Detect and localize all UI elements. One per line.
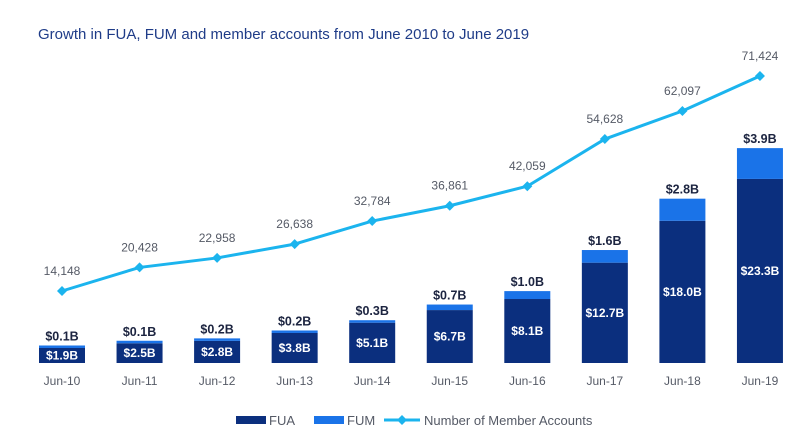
legend: FUA FUM Number of Member Accounts [236, 413, 593, 428]
member-accounts-point [522, 181, 533, 192]
legend-swatch-fum [314, 416, 344, 424]
x-tick-label: Jun-16 [509, 374, 546, 388]
member-accounts-point [57, 286, 67, 296]
x-tick-label: Jun-10 [44, 374, 81, 388]
fua-value-label: $5.1B [356, 336, 388, 350]
fum-value-label: $0.2B [200, 322, 233, 336]
bar-fum [39, 345, 85, 348]
fua-value-label: $1.9B [46, 348, 78, 362]
member-accounts-point [367, 216, 378, 227]
chart-title: Growth in FUA, FUM and member accounts f… [38, 26, 530, 43]
member-accounts-point [134, 262, 145, 273]
bar-fum [659, 198, 706, 221]
bars-layer: $1.9B $0.1B $2.5B $0.1B $2.8B $0.2B $3.8B $0.2B… [39, 132, 783, 363]
member-accounts-point [677, 106, 688, 117]
member-accounts-value-label: 62,097 [664, 84, 701, 98]
bar-fum [116, 340, 163, 344]
fum-value-label: $2.8B [666, 183, 699, 197]
fum-value-label: $0.7B [433, 289, 466, 303]
legend-swatch-member-marker [397, 415, 407, 425]
bar-fua [116, 343, 163, 363]
bar-fua [504, 299, 551, 363]
bar-fum [504, 291, 551, 300]
fum-value-label: $3.9B [743, 132, 776, 146]
member-accounts-point [599, 134, 610, 145]
legend-label-fum: FUM [347, 413, 375, 428]
x-tick-label: Jun-19 [742, 374, 779, 388]
bar-fua [426, 310, 473, 363]
bar-fum [736, 148, 783, 179]
fum-value-label: $0.1B [45, 329, 78, 343]
fua-value-label: $2.5B [124, 346, 156, 360]
fum-value-label: $0.2B [278, 314, 311, 328]
member-accounts-value-label: 54,628 [586, 112, 623, 126]
bar-fua [194, 340, 241, 363]
bar-fum [194, 338, 241, 341]
x-tick-label: Jun-12 [199, 374, 236, 388]
member-accounts-value-label: 36,861 [431, 179, 468, 193]
bar-fum [426, 304, 473, 311]
x-tick-label: Jun-13 [276, 374, 313, 388]
fua-value-label: $2.8B [201, 345, 233, 359]
bar-fua [736, 178, 783, 363]
bar-fum [581, 250, 628, 263]
member-accounts-line [61, 74, 761, 293]
bar-fua [39, 347, 85, 363]
bar-fua [581, 262, 628, 363]
fua-value-label: $8.1B [511, 324, 543, 338]
legend-label-fua: FUA [269, 413, 295, 428]
fua-value-label: $12.7B [585, 306, 624, 320]
fum-value-label: $1.0B [511, 275, 544, 289]
member-accounts-value-label: 14,148 [44, 264, 81, 278]
fua-value-label: $23.3B [741, 264, 780, 278]
bar-fua [349, 322, 396, 363]
member-accounts-value-label: 71,424 [742, 49, 779, 63]
x-tick-label: Jun-14 [354, 374, 391, 388]
member-accounts-line-layer: 14,148 20,428 22,958 26,638 32,784 36,861 42,0… [44, 49, 779, 296]
member-accounts-value-label: 32,784 [354, 194, 391, 208]
bar-fua [659, 220, 706, 363]
member-accounts-point [289, 239, 300, 250]
fua-value-label: $6.7B [434, 330, 466, 344]
member-accounts-value-label: 20,428 [121, 240, 158, 254]
member-accounts-value-label: 22,958 [199, 231, 236, 245]
x-tick-label: Jun-18 [664, 374, 701, 388]
member-accounts-point [444, 200, 455, 211]
bar-fum [271, 330, 318, 333]
x-axis: Jun-10 Jun-11 Jun-12 Jun-13 Jun-14 Jun-15 Jun-… [44, 374, 779, 388]
fum-value-label: $0.1B [123, 325, 156, 339]
x-tick-label: Jun-15 [431, 374, 468, 388]
member-accounts-point [754, 71, 765, 81]
legend-label-member-accounts: Number of Member Accounts [424, 413, 593, 428]
fum-value-label: $1.6B [588, 234, 621, 248]
fum-value-label: $0.3B [356, 304, 389, 318]
member-accounts-point [212, 252, 223, 263]
x-tick-label: Jun-11 [122, 374, 158, 388]
member-accounts-value-label: 42,059 [509, 159, 546, 173]
fua-value-label: $18.0B [663, 285, 702, 299]
legend-swatch-fua [236, 416, 266, 424]
member-accounts-value-label: 26,638 [276, 217, 313, 231]
fua-value-label: $3.8B [279, 341, 311, 355]
bar-fua [271, 332, 318, 363]
bar-fum [349, 320, 396, 323]
x-tick-label: Jun-17 [586, 374, 623, 388]
